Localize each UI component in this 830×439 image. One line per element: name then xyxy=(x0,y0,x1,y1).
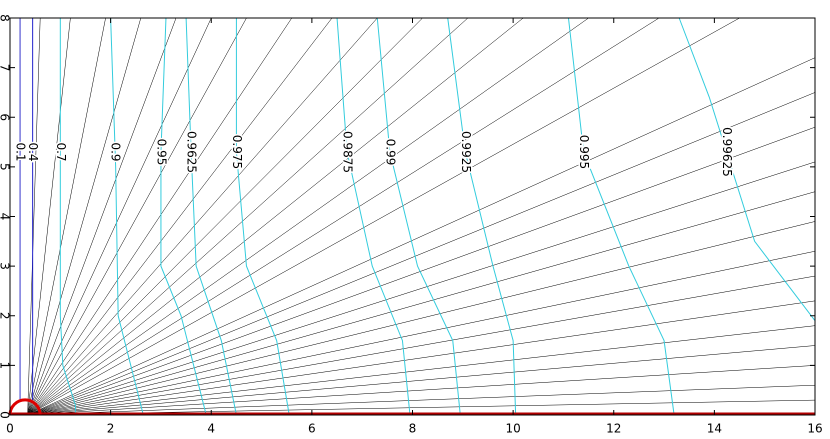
streamline xyxy=(27,17,423,416)
contour-line xyxy=(376,17,461,416)
x-tick-label: 10 xyxy=(505,422,520,436)
streamline xyxy=(27,17,740,416)
y-tick-label: 2 xyxy=(0,312,12,320)
y-tick-label: 3 xyxy=(0,262,12,270)
streamline xyxy=(27,92,816,416)
streamline xyxy=(27,17,41,416)
contour-line xyxy=(110,17,144,416)
streamline xyxy=(27,250,816,416)
contour-label: 0.975 xyxy=(230,135,244,169)
streamline xyxy=(27,17,292,416)
streamline xyxy=(27,191,816,416)
streamline xyxy=(27,17,212,416)
x-tick-label: 0 xyxy=(6,422,14,436)
contour-label: 0.995 xyxy=(577,135,591,169)
streamline xyxy=(27,365,816,416)
contour-line xyxy=(235,18,290,416)
streamline xyxy=(27,325,816,416)
streamline xyxy=(27,275,816,416)
y-tick-label: 7 xyxy=(0,64,12,72)
streamline xyxy=(27,126,816,416)
x-tick-label: 4 xyxy=(207,422,215,436)
streamline xyxy=(27,17,524,416)
streamline xyxy=(27,17,378,416)
streamline xyxy=(27,17,71,416)
contour-line xyxy=(59,18,76,415)
contour-line xyxy=(160,17,207,416)
body xyxy=(8,398,42,416)
contour-label: 0.9875 xyxy=(341,131,355,173)
contour-label: 0.4 xyxy=(26,142,40,161)
contour-line xyxy=(678,17,816,322)
contour-line xyxy=(567,17,675,416)
streamline xyxy=(27,17,469,416)
contour-label: 0.9925 xyxy=(459,131,473,173)
x-tick-label: 8 xyxy=(409,422,417,436)
streamline xyxy=(27,384,816,416)
y-tick-label: 8 xyxy=(0,14,12,22)
y-tick-label: 6 xyxy=(0,113,12,121)
plot-frame xyxy=(9,17,816,416)
y-tick-label: 1 xyxy=(0,362,12,370)
y-tick-label: 0 xyxy=(0,411,12,419)
contour-label: 0.99 xyxy=(383,139,397,166)
contour-label: 0.7 xyxy=(54,142,68,161)
streamline xyxy=(27,17,589,416)
x-tick-label: 2 xyxy=(107,422,115,436)
y-tick-label: 4 xyxy=(0,213,12,221)
contour-label: 0.9625 xyxy=(185,131,199,173)
x-tick-label: 16 xyxy=(807,422,822,436)
streamline xyxy=(27,300,816,416)
streamline xyxy=(27,345,816,416)
streamline xyxy=(27,17,177,416)
streamline xyxy=(27,17,142,416)
contour-label: 0.1 xyxy=(14,142,28,161)
streamline xyxy=(27,17,247,416)
y-tick-label: 5 xyxy=(0,163,12,171)
contour-label: 0.95 xyxy=(154,139,168,166)
streamline xyxy=(27,17,333,416)
x-tick-label: 12 xyxy=(606,422,621,436)
streamline xyxy=(27,57,816,416)
contour-line xyxy=(447,17,517,416)
contour-line xyxy=(336,17,411,416)
contour-line xyxy=(185,17,237,416)
contour-label: 0.99625 xyxy=(720,127,734,177)
x-tick-label: 14 xyxy=(707,422,722,436)
streamline xyxy=(27,161,816,416)
streamline xyxy=(27,17,106,416)
x-tick-label: 6 xyxy=(308,422,316,436)
streamline xyxy=(27,17,660,416)
contour-label: 0.9 xyxy=(109,142,123,161)
streamline xyxy=(27,221,816,416)
